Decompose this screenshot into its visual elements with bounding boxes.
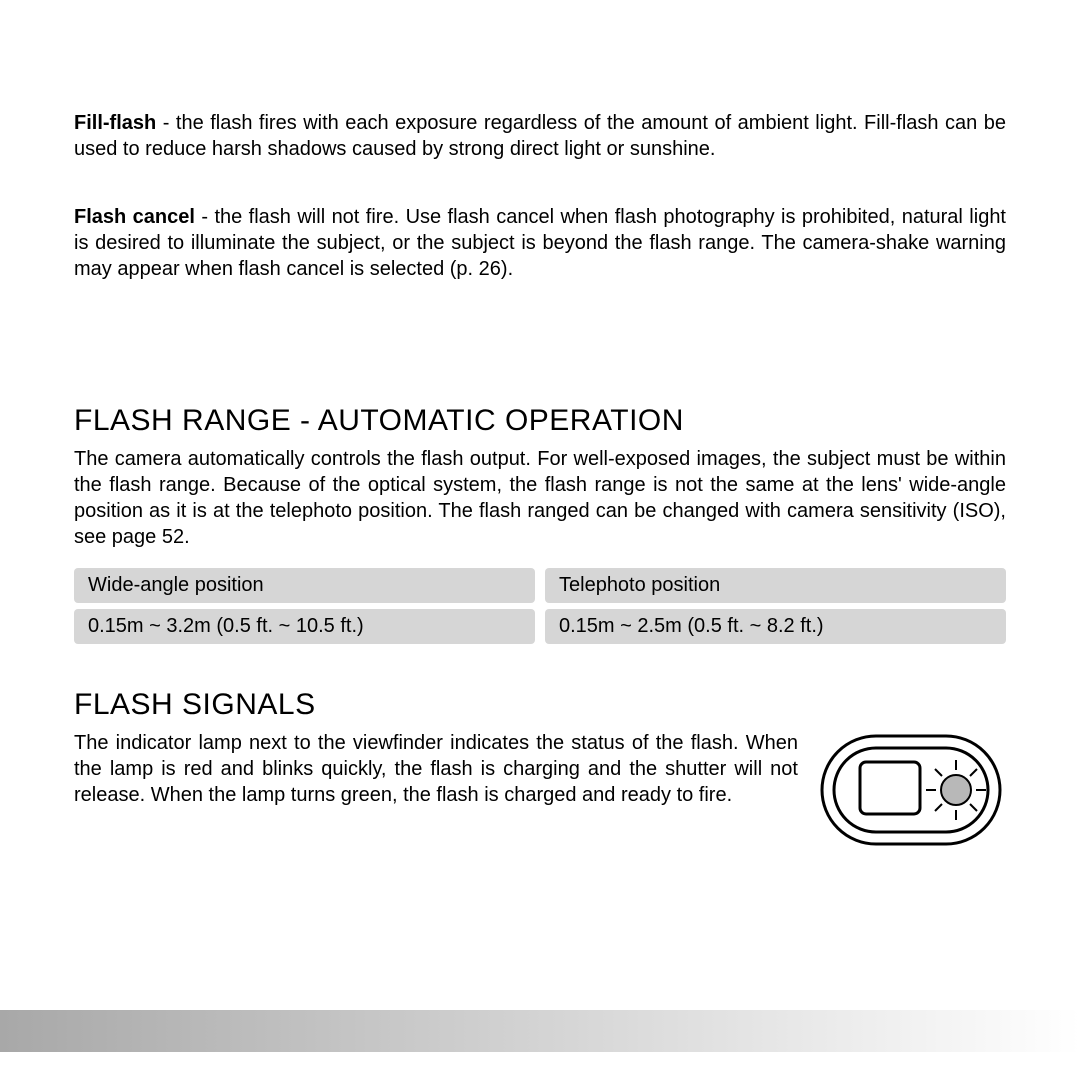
flash-range-table: Wide-angle position 0.15m ~ 3.2m (0.5 ft… [74, 568, 1006, 644]
table-value-tele: 0.15m ~ 2.5m (0.5 ft. ~ 8.2 ft.) [545, 609, 1006, 644]
fill-flash-term: Fill-flash [74, 112, 156, 134]
fill-flash-body: - the flash fires with each exposure reg… [74, 112, 1006, 160]
fill-flash-paragraph: Fill-flash - the flash fires with each e… [74, 110, 1006, 162]
table-header-tele: Telephoto position [545, 568, 1006, 603]
page-content: Fill-flash - the flash fires with each e… [0, 0, 1080, 850]
viewfinder-icon [816, 730, 1006, 850]
footer-gradient [0, 1010, 1080, 1052]
table-col-wide: Wide-angle position 0.15m ~ 3.2m (0.5 ft… [74, 568, 535, 644]
flash-cancel-paragraph: Flash cancel - the flash will not fire. … [74, 204, 1006, 282]
flash-cancel-term: Flash cancel [74, 206, 195, 228]
flash-range-paragraph: The camera automatically controls the fl… [74, 446, 1006, 550]
flash-signals-heading: FLASH SIGNALS [74, 688, 1006, 722]
table-value-wide: 0.15m ~ 3.2m (0.5 ft. ~ 10.5 ft.) [74, 609, 535, 644]
flash-signals-text: The indicator lamp next to the viewfinde… [74, 730, 798, 808]
table-col-tele: Telephoto position 0.15m ~ 2.5m (0.5 ft.… [545, 568, 1006, 644]
table-header-wide: Wide-angle position [74, 568, 535, 603]
flash-cancel-body: - the flash will not fire. Use flash can… [74, 206, 1006, 280]
flash-signals-paragraph: The indicator lamp next to the viewfinde… [74, 730, 798, 808]
flash-signals-row: The indicator lamp next to the viewfinde… [74, 730, 1006, 850]
flash-range-heading: FLASH RANGE - AUTOMATIC OPERATION [74, 404, 1006, 438]
